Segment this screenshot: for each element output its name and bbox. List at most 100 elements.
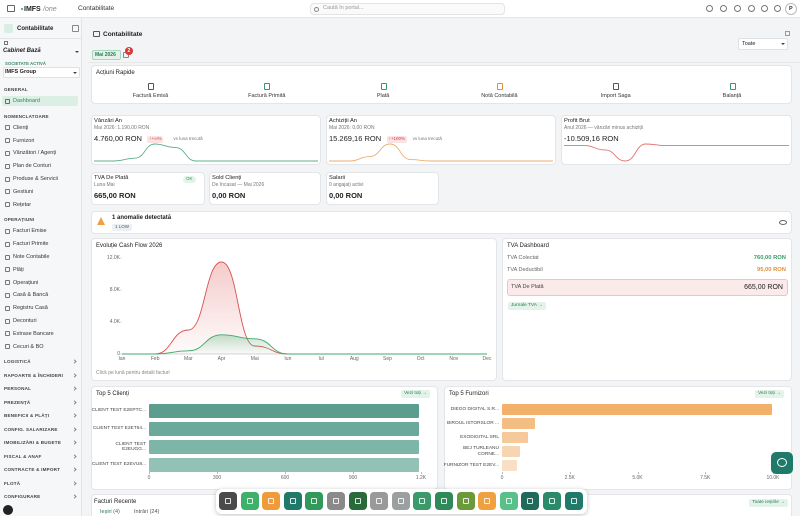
x-tick-label[interactable]: Feb <box>150 356 160 362</box>
quick-action-label[interactable]: Factură Emisă <box>132 93 169 99</box>
nav-item[interactable]: Rețetar <box>13 201 32 208</box>
dock-icon[interactable] <box>456 492 475 510</box>
nav-item[interactable]: Deconturi <box>13 318 37 324</box>
nav-group-title[interactable]: BENEFICII & PLĂȚI <box>4 413 50 419</box>
recent-tab[interactable]: Intrări (24) <box>134 509 160 515</box>
chart-link[interactable]: Vezi toți → <box>755 390 784 398</box>
topbar-icon[interactable] <box>734 5 741 12</box>
dock-icon[interactable] <box>240 492 259 510</box>
nav-item[interactable]: Facturi Primite <box>13 241 49 248</box>
dock-icon[interactable] <box>543 492 561 510</box>
dock-icon[interactable] <box>478 492 497 510</box>
nav-group-title[interactable]: PERSONAL <box>4 386 32 392</box>
nav-group-title[interactable]: IMOBILIZĂRI & BUGETE <box>4 440 62 446</box>
x-tick-label[interactable]: Nov <box>449 356 459 362</box>
nav-item[interactable]: Plăți <box>13 266 24 273</box>
x-tick-label[interactable]: Dec <box>482 356 492 362</box>
x-tick-label[interactable]: Ian <box>118 356 126 362</box>
x-tick-mark <box>705 472 706 474</box>
nav-group-title[interactable]: CONTRACTE & IMPORT <box>4 467 61 473</box>
topbar-icon[interactable] <box>706 5 713 12</box>
nav-group-title[interactable]: LOGISTICĂ <box>4 359 31 365</box>
plan-chevron[interactable] <box>75 51 79 53</box>
bar[interactable] <box>149 422 419 436</box>
nav-item[interactable]: Registru Casă <box>13 305 48 312</box>
quick-action-label[interactable]: Factură Primită <box>248 93 286 99</box>
x-tick-label[interactable]: Iul <box>318 356 324 362</box>
nav-item[interactable]: Vânzători / Agenți <box>13 150 57 157</box>
quick-action-label[interactable]: Notă Contabilă <box>481 93 518 99</box>
nav-item[interactable]: Operațiuni <box>13 279 39 286</box>
dock-icon[interactable] <box>262 492 281 510</box>
filter-select[interactable] <box>738 38 788 50</box>
bar[interactable] <box>502 418 535 429</box>
search-box[interactable] <box>310 3 505 15</box>
x-tick-label[interactable]: Oct <box>416 356 425 362</box>
recent-tab[interactable]: Ieșiri (4) <box>100 509 120 515</box>
nav-item[interactable]: Plan de Conturi <box>13 163 51 170</box>
dock-icon[interactable] <box>283 492 302 510</box>
nav-item[interactable]: Note Contabile <box>13 254 50 260</box>
topbar-icon[interactable] <box>761 5 768 12</box>
nav-item[interactable]: Clienți <box>13 124 29 131</box>
nav-group-title[interactable]: FISCAL & ANAF <box>4 453 42 459</box>
dock-icon[interactable] <box>564 492 583 510</box>
dock-icon[interactable] <box>219 492 237 510</box>
dock-icon[interactable] <box>435 492 453 510</box>
bar[interactable] <box>502 432 528 443</box>
bar[interactable] <box>149 458 419 472</box>
nav-group-title: GENERAL <box>4 87 28 92</box>
bar[interactable] <box>502 446 520 457</box>
company-select[interactable] <box>3 67 80 78</box>
bar[interactable] <box>502 404 772 415</box>
dock-glyph <box>441 498 447 504</box>
bar[interactable] <box>502 460 517 471</box>
avatar[interactable] <box>785 3 797 15</box>
dock-icon[interactable] <box>348 492 367 510</box>
x-tick-label[interactable]: Mai <box>250 356 259 362</box>
tva-link[interactable]: Jurnale TVA → <box>508 302 546 310</box>
x-tick-label[interactable]: Mar <box>184 356 193 362</box>
dock-icon[interactable] <box>413 492 432 510</box>
period-chip[interactable] <box>92 50 121 60</box>
sidebar-toggle[interactable] <box>7 5 15 12</box>
topbar-icon[interactable] <box>720 5 727 12</box>
nav-item[interactable]: Furnizori <box>13 137 35 144</box>
nav-item-icon <box>5 331 10 337</box>
nav-item[interactable]: Facturi Emise <box>13 228 47 235</box>
nav-item[interactable]: Cecuri & BO <box>13 343 44 350</box>
topbar-icon[interactable] <box>774 5 781 12</box>
x-tick-label[interactable]: Aug <box>349 356 359 362</box>
bar[interactable] <box>149 404 419 418</box>
nav-item-icon <box>5 241 10 247</box>
dock-icon[interactable] <box>370 492 389 510</box>
bar[interactable] <box>149 440 419 454</box>
quick-action-label[interactable]: Balanță <box>722 93 742 99</box>
anomaly-toggle[interactable] <box>779 219 787 225</box>
recent-link[interactable]: Toate ieșirile → <box>749 499 788 507</box>
quick-action-label[interactable]: Import Saga <box>600 93 631 99</box>
nav-item[interactable]: Gestiuni <box>13 188 34 195</box>
x-tick-label[interactable]: Sep <box>383 356 392 362</box>
nav-item[interactable]: Dashboard <box>13 98 40 104</box>
nav-group-title[interactable]: FLOTĂ <box>4 480 21 486</box>
search-placeholder[interactable]: Caută în portal... <box>323 5 364 11</box>
dock-icon[interactable] <box>305 492 324 510</box>
x-tick-label[interactable]: Iun <box>284 356 292 362</box>
nav-group-title[interactable]: PREZENȚĂ <box>4 399 31 405</box>
nav-group-title[interactable]: CONFIGURARE <box>4 494 41 500</box>
dock-icon[interactable] <box>391 492 410 510</box>
dock-icon[interactable] <box>327 492 345 510</box>
nav-group-title[interactable]: RAPOARTE & ÎNCHIDERI <box>4 372 64 378</box>
topbar-icon[interactable] <box>748 5 755 12</box>
nav-group-title[interactable]: CONFIG. SALARIZARE <box>4 426 58 432</box>
quick-action-label[interactable]: Plată <box>376 93 390 99</box>
chart-link[interactable]: Vezi toți → <box>401 390 430 398</box>
nav-item[interactable]: Extrase Bancare <box>13 330 54 337</box>
nav-item[interactable]: Produse & Servicii <box>13 176 58 182</box>
nav-item[interactable]: Casă & Bancă <box>13 292 49 299</box>
dock-icon[interactable] <box>499 492 518 510</box>
x-tick-label[interactable]: Apr <box>217 356 226 362</box>
dock-icon[interactable] <box>521 492 540 510</box>
collapse-icon[interactable] <box>72 25 79 32</box>
